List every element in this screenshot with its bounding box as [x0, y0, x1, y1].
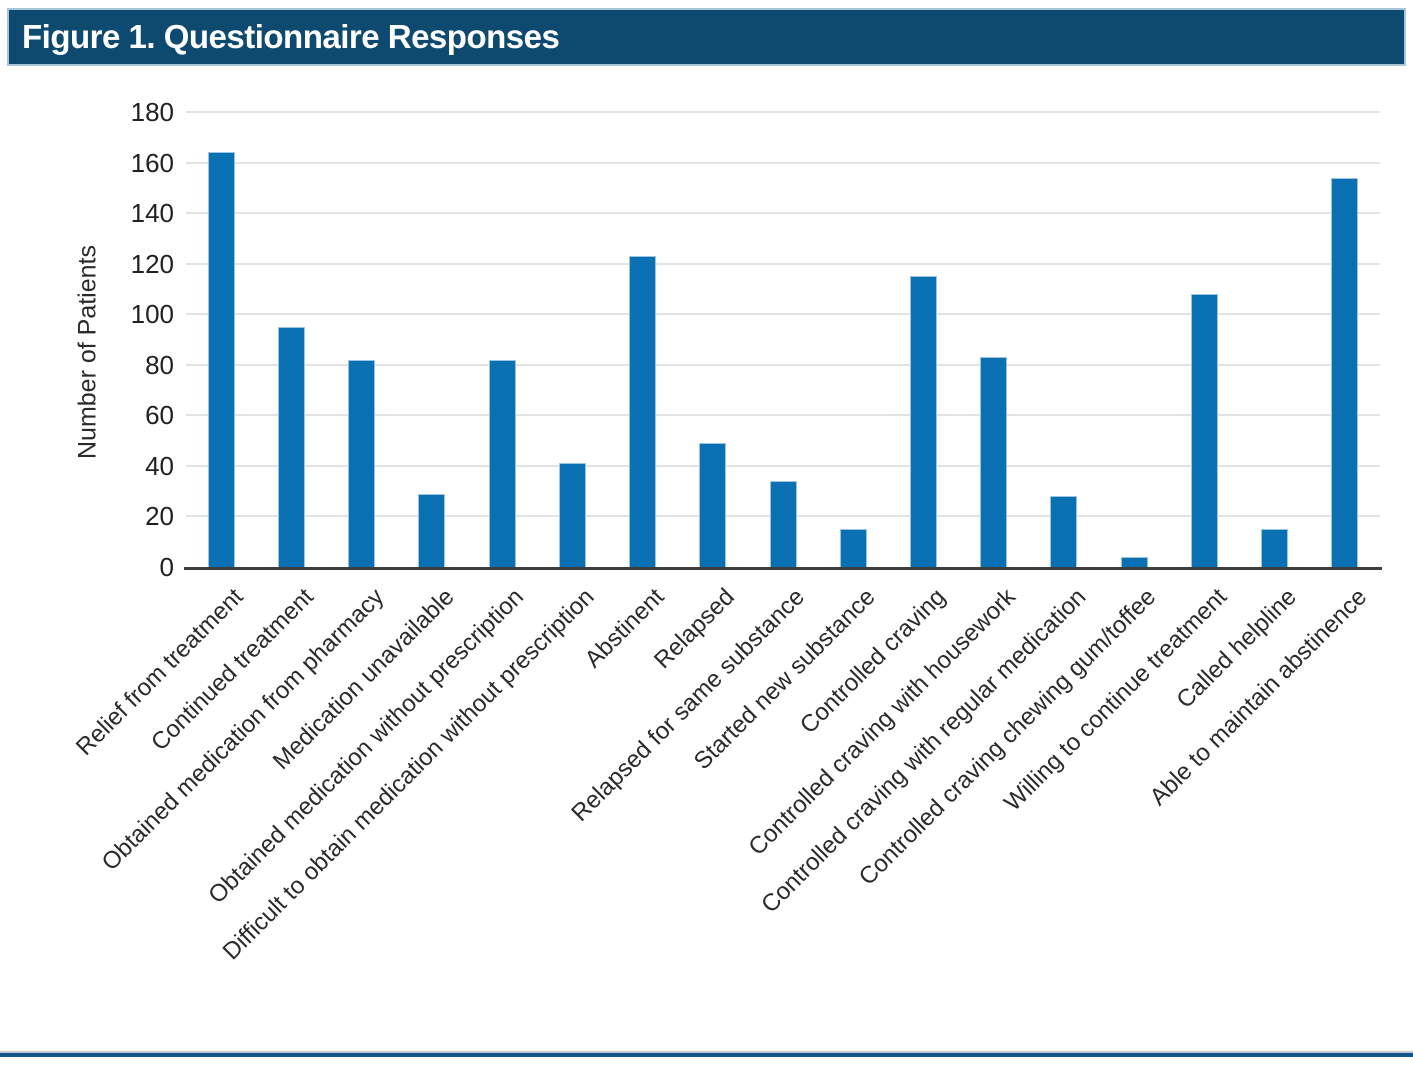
- y-tick-label-0: 0: [159, 552, 174, 582]
- bar: [207, 152, 235, 567]
- y-tick-label-140: 140: [130, 198, 174, 229]
- y-tick-label-160: 160: [130, 147, 174, 178]
- gridline-80: [186, 363, 1380, 366]
- y-tick-label-20: 20: [145, 501, 174, 532]
- bar: [909, 276, 937, 567]
- bar: [558, 463, 586, 567]
- y-tick-label-40: 40: [145, 450, 174, 481]
- bar: [769, 481, 797, 567]
- footer-rule-bottom: [0, 1053, 1413, 1057]
- gridline-120: [186, 262, 1380, 265]
- figure-title: Figure 1. Questionnaire Responses: [22, 18, 560, 55]
- x-category-label: Controlled craving with regular medicati…: [756, 583, 1092, 919]
- bar: [980, 357, 1008, 567]
- gridline-180: [186, 111, 1380, 113]
- bar: [839, 529, 867, 567]
- bar: [699, 443, 727, 567]
- y-tick-label-60: 60: [145, 400, 174, 431]
- bar: [629, 256, 657, 567]
- footer-rule-top: [0, 1051, 1413, 1053]
- bar: [1120, 556, 1148, 567]
- gridline-60: [186, 414, 1380, 417]
- bar: [277, 326, 305, 567]
- y-tick-label-180: 180: [130, 97, 174, 127]
- y-tick-label-120: 120: [130, 248, 174, 279]
- bar: [1050, 496, 1078, 567]
- gridline-100: [186, 313, 1380, 316]
- gridline-140: [186, 212, 1380, 215]
- figure-title-bar: Figure 1. Questionnaire Responses: [7, 8, 1406, 66]
- x-axis-line: [184, 567, 1382, 570]
- bar: [1331, 177, 1359, 567]
- bar: [488, 359, 516, 567]
- bar: [348, 359, 376, 567]
- bar-chart: Number of Patients 0 20 40 60 80 100 120 140 160…: [0, 66, 1413, 1046]
- bar: [418, 493, 446, 567]
- y-tick-label-100: 100: [130, 299, 174, 330]
- bar: [1261, 529, 1289, 567]
- gridline-160: [186, 161, 1380, 164]
- bar: [1190, 294, 1218, 567]
- y-tick-label-80: 80: [145, 349, 174, 380]
- gridline-40: [186, 464, 1380, 467]
